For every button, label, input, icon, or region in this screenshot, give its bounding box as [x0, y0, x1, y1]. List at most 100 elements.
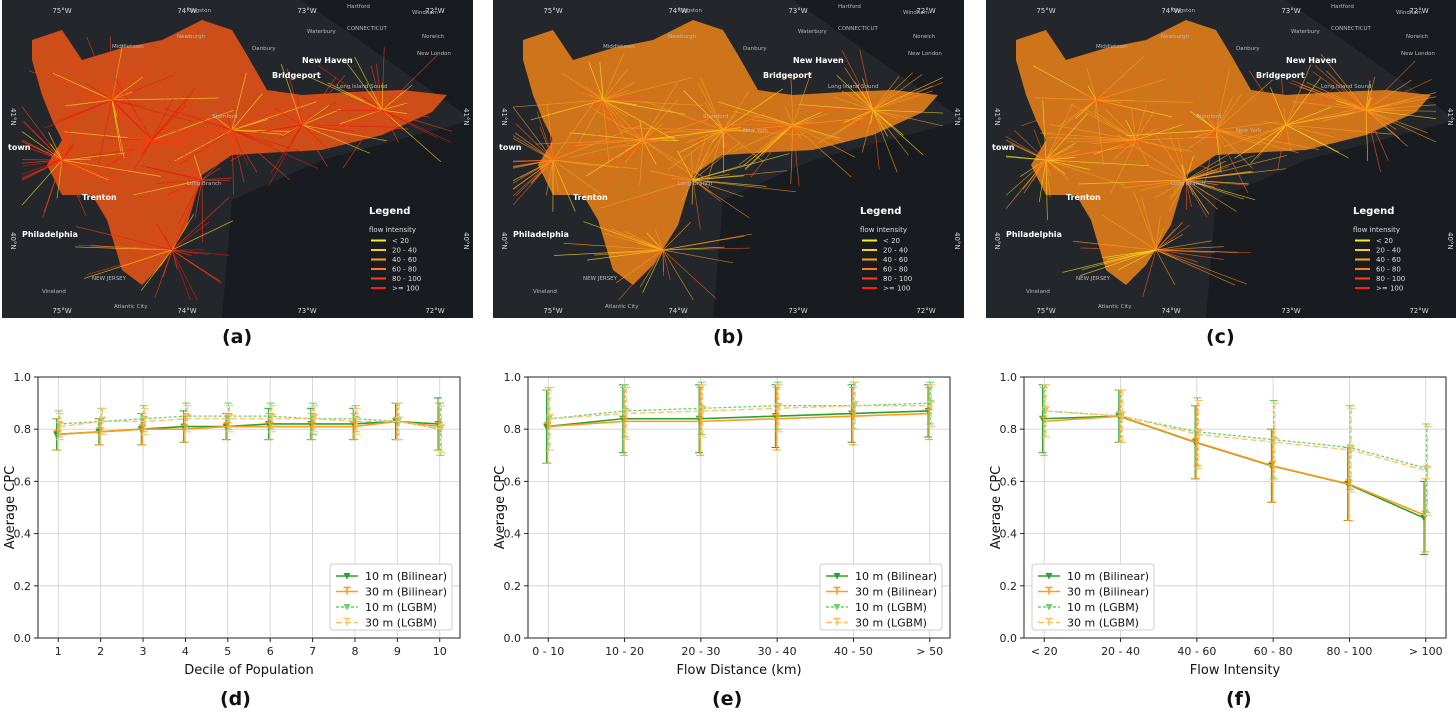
- flow-line: [1249, 70, 1287, 126]
- flow-line: [862, 78, 874, 111]
- flow-line: [1188, 129, 1217, 149]
- map-svg-c: 75°W 74°W 73°W 72°W 75°W 74°W 73°W 72°W 41°N 40°N…: [986, 0, 1456, 318]
- flow-line: [1285, 106, 1332, 126]
- flow-line: [21, 159, 63, 181]
- flow-line: [692, 179, 744, 198]
- flow-line: [1105, 108, 1137, 141]
- flow-line: [268, 124, 303, 187]
- flow-line: [642, 139, 705, 143]
- flow-line: [1306, 81, 1367, 111]
- flow-line: [1285, 93, 1329, 126]
- flow-line: [836, 75, 874, 111]
- flow-line: [1285, 105, 1371, 126]
- flow-line: [644, 100, 724, 131]
- flow-line: [872, 109, 944, 114]
- flow-line: [1045, 103, 1074, 161]
- x-tick-label: 40 - 60: [1177, 645, 1216, 658]
- flow-line: [581, 92, 604, 101]
- flow-line: [599, 62, 604, 101]
- y-tick-label: 0.0: [1000, 632, 1018, 645]
- flow-line: [1234, 124, 1287, 159]
- flow-line: [171, 249, 230, 256]
- flow-line: [1155, 240, 1212, 251]
- map-legend-item: 80 - 100: [1376, 275, 1405, 283]
- flow-line: [1185, 179, 1208, 218]
- flow-line: [1365, 109, 1437, 143]
- flow-line: [1032, 159, 1047, 181]
- flow-line: [334, 101, 383, 111]
- flow-line: [512, 138, 554, 161]
- map-place-label: Philadelphia: [513, 230, 569, 239]
- flow-line: [790, 75, 794, 126]
- flow-line: [692, 179, 722, 202]
- y-tick-label: 0.8: [504, 423, 522, 436]
- map-legend-subtitle: flow intensity: [369, 226, 416, 234]
- flow-line: [841, 90, 874, 111]
- flow-line: [61, 159, 112, 183]
- map-legend-item: >= 100: [392, 285, 419, 293]
- flow-line: [171, 179, 203, 203]
- map-top-tick: 75°W: [543, 7, 562, 15]
- y-tick-label: 0.2: [14, 580, 32, 593]
- flow-line: [1135, 122, 1156, 141]
- flow-line: [1215, 129, 1261, 146]
- flow-line: [301, 76, 337, 126]
- flow-line: [792, 117, 864, 126]
- flow-line: [841, 50, 874, 111]
- flow-line: [683, 90, 724, 131]
- flow-line: [61, 152, 125, 161]
- flow-line: [1365, 100, 1408, 111]
- flow-line: [1223, 124, 1287, 148]
- y-tick-label: 0.4: [14, 528, 32, 541]
- map-place-label: CONNECTICUT: [1331, 26, 1372, 32]
- map-place-label: Long Island Sound: [828, 84, 879, 90]
- flow-line: [1045, 126, 1071, 161]
- x-tick-label: 1: [55, 645, 62, 658]
- map-place-label: Atlantic City: [1098, 304, 1132, 310]
- flow-line: [722, 91, 750, 131]
- flow-line: [1014, 130, 1047, 161]
- flow-line: [624, 230, 664, 251]
- y-tick-label: 0.0: [504, 632, 522, 645]
- flow-line: [301, 101, 338, 126]
- map-place-label: Norwich: [1406, 34, 1429, 40]
- map-top-tick: 74°W: [1161, 7, 1180, 15]
- flow-line: [662, 249, 717, 299]
- flow-line: [381, 109, 452, 143]
- flow-line: [1365, 109, 1428, 134]
- flow-line: [286, 68, 303, 126]
- flow-line: [48, 131, 63, 161]
- flow-line: [552, 159, 601, 194]
- flow-line: [279, 124, 303, 140]
- flow-line: [85, 82, 113, 101]
- map-right-tick: 40°N: [462, 232, 470, 250]
- flow-line: [280, 63, 303, 126]
- map-place-label: Stamford: [1196, 114, 1221, 120]
- flow-line: [1045, 159, 1051, 177]
- flow-line: [1176, 116, 1217, 131]
- flow-line: [568, 139, 644, 159]
- flow-line: [231, 129, 291, 181]
- flow-line: [381, 82, 384, 111]
- flow-line: [1156, 135, 1187, 181]
- flow-line: [231, 124, 269, 131]
- series-0: [52, 397, 442, 451]
- series-line: [57, 420, 440, 436]
- flow-line: [536, 111, 554, 161]
- flow-line: [1095, 62, 1175, 101]
- flow-line: [870, 109, 874, 124]
- flow-line: [1257, 124, 1287, 138]
- chart-legend: 10 m (Bilinear) 30 m (Bilinear) 10 m (LGBM…: [1031, 563, 1155, 631]
- flow-line: [659, 221, 664, 251]
- flow-line: [43, 99, 113, 129]
- flow-line: [111, 107, 153, 141]
- y-tick-label: 0.8: [14, 423, 32, 436]
- flow-line: [151, 139, 247, 154]
- flow-line: [872, 109, 904, 136]
- map-legend-item: < 20: [1376, 237, 1393, 245]
- flow-line: [602, 81, 635, 101]
- flow-line: [160, 121, 203, 181]
- flow-line: [1080, 247, 1157, 251]
- flow-line: [1140, 195, 1157, 251]
